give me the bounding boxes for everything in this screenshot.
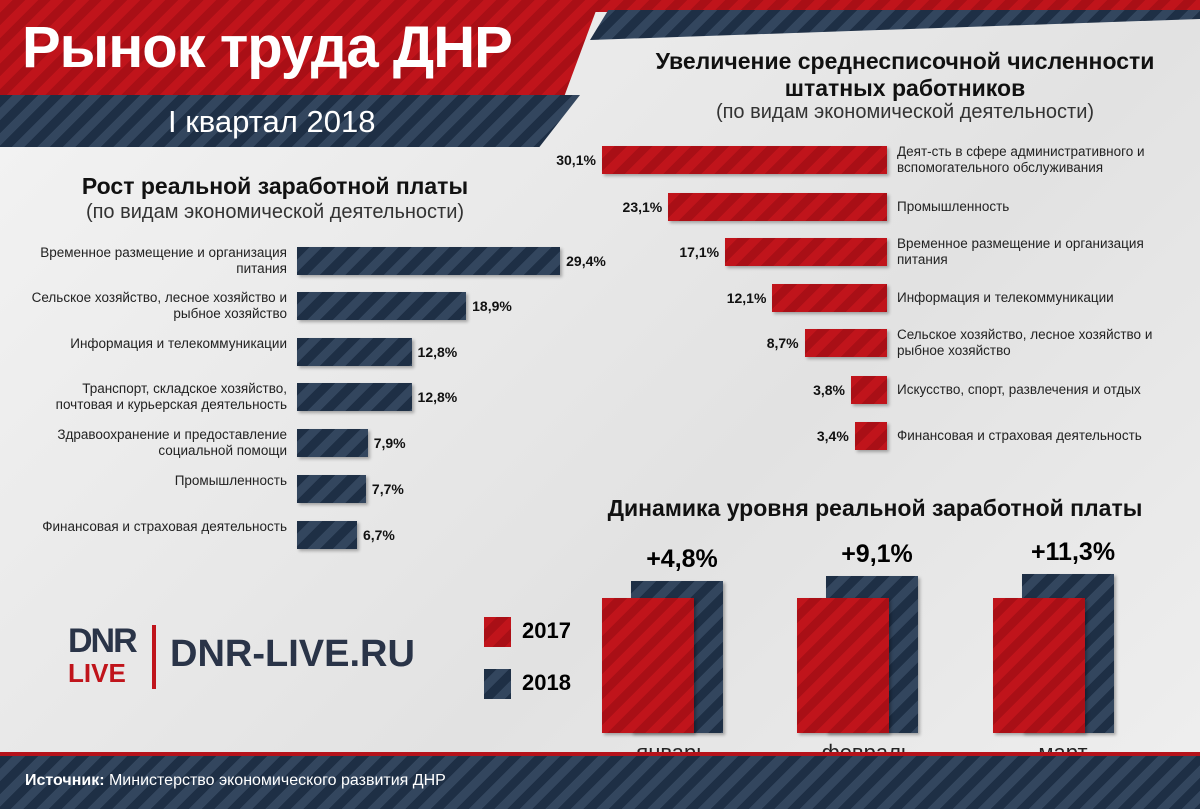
growth-label: +11,3% — [1030, 537, 1116, 566]
data-label: 17,1% — [679, 244, 720, 260]
bar — [297, 292, 467, 320]
data-label: 7,9% — [373, 435, 406, 451]
left-chart-subtitle: (по видам экономической деятельности) — [85, 201, 465, 223]
growth-label: +9,1% — [841, 539, 913, 568]
site-name: DNR-LIVE.RU — [170, 633, 415, 675]
category-label: Временное размещение и организация питан… — [40, 245, 287, 276]
header-red-band — [0, 0, 600, 97]
category-label: Информация и телекоммуникации — [897, 290, 1114, 305]
bottom-chart-title: Динамика уровня реальной заработной плат… — [607, 495, 1143, 521]
data-label: 7,7% — [371, 481, 404, 497]
bar — [851, 376, 887, 404]
data-label: 18,9% — [472, 298, 512, 314]
footer-band — [0, 756, 1200, 809]
bar — [725, 238, 887, 266]
right-chart-subtitle: (по видам экономической деятельности) — [715, 101, 1095, 123]
data-label: 12,8% — [417, 344, 458, 360]
bar — [297, 383, 412, 411]
page-title: Рынок труда ДНР — [22, 15, 513, 80]
category-label: Сельское хозяйство, лесное хозяйство и р… — [897, 327, 1153, 358]
data-label: 23,1% — [622, 199, 663, 215]
category-label: Искусство, спорт, развлечения и отдых — [897, 382, 1141, 397]
data-label: 8,7% — [766, 335, 799, 351]
category-label: Транспорт, складское хозяйство, почтовая… — [55, 381, 287, 412]
logo-live: LIVE — [68, 658, 126, 688]
logo-dnr: DNR — [68, 622, 138, 660]
legend-label-2017: 2017 — [522, 618, 571, 643]
bar — [804, 329, 887, 357]
legend-swatch-2018 — [484, 669, 511, 699]
bar — [297, 338, 412, 366]
category-label: Деят-сть в сфере административного и всп… — [897, 144, 1145, 175]
left-chart-title: Рост реальной заработной платы — [81, 173, 469, 199]
category-label: Промышленность — [174, 473, 287, 488]
header-navy-band — [0, 95, 580, 147]
logo-divider — [152, 625, 156, 689]
source-text: Источник: Министерство экономического ра… — [25, 772, 446, 790]
category-label: Временное размещение и организация питан… — [897, 236, 1144, 267]
page-subtitle: I квартал 2018 — [168, 104, 376, 139]
data-label: 30,1% — [556, 152, 596, 168]
bar — [601, 146, 887, 174]
bar — [668, 193, 887, 221]
bar — [854, 422, 887, 450]
source-label: Источник: — [25, 772, 105, 789]
bar — [297, 521, 357, 549]
source-value: Министерство экономического развития ДНР — [104, 772, 446, 789]
category-label: Промышленность — [897, 199, 1010, 214]
data-label: 3,4% — [816, 428, 849, 444]
category-label: Здравоохранение и предоставление социаль… — [57, 427, 287, 458]
category-label: Сельское хозяйство, лесное хозяйство и р… — [31, 290, 287, 321]
bar-2017 — [797, 598, 889, 733]
bar-2017 — [993, 598, 1085, 733]
bar — [297, 475, 366, 503]
bar — [772, 284, 887, 312]
legend-label-2018: 2018 — [522, 670, 571, 695]
legend-swatch-2017 — [484, 617, 511, 647]
header-navy-band-right — [590, 10, 1200, 40]
growth-label: +4,8% — [646, 544, 718, 573]
data-label: 29,4% — [566, 253, 606, 269]
data-label: 3,8% — [813, 382, 845, 398]
data-label: 12,1% — [726, 290, 767, 306]
header-red-band-right — [560, 0, 1200, 12]
data-label: 6,7% — [362, 527, 395, 543]
bar — [297, 247, 561, 275]
bar-2017 — [602, 598, 694, 733]
right-chart-title: Увеличение среднесписочной численности ш… — [655, 48, 1155, 101]
category-label: Финансовая и страховая деятельность — [897, 428, 1142, 443]
bar — [297, 429, 368, 457]
category-label: Информация и телекоммуникации — [70, 336, 287, 351]
category-label: Финансовая и страховая деятельность — [42, 519, 287, 534]
data-label: 12,8% — [417, 389, 458, 405]
